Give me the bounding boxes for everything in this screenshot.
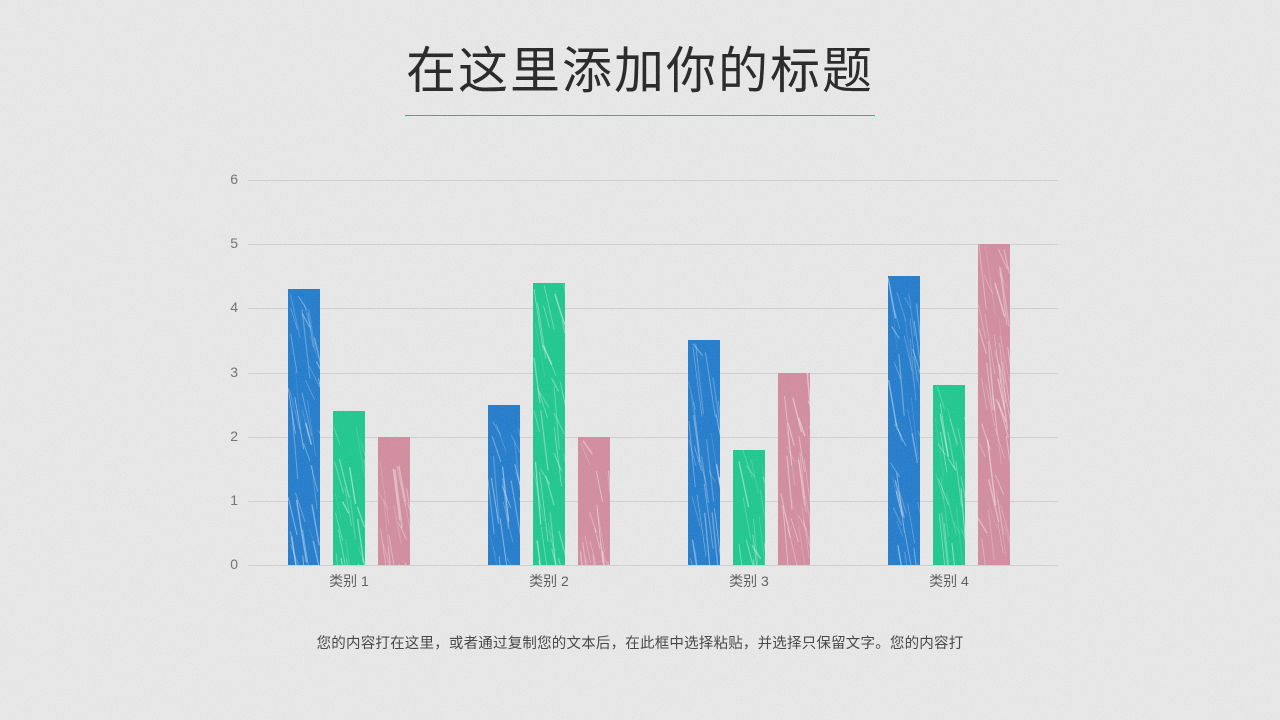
bar-2-series-2[interactable]	[533, 282, 565, 565]
bar-pencil-texture	[780, 372, 810, 565]
bar-pencil-texture	[934, 386, 965, 565]
bar-pencil-texture	[488, 421, 520, 565]
x-axis-category-label: 类别 1	[329, 573, 369, 589]
gridline	[248, 308, 1058, 310]
bar-pencil-texture	[888, 278, 920, 565]
gridline	[248, 372, 1058, 374]
x-axis-category-label: 类别 3	[729, 573, 769, 589]
bar-pencil-texture	[978, 244, 1010, 565]
bar-2-series-1[interactable]	[488, 404, 520, 565]
gridline	[248, 244, 1058, 246]
x-axis-category-label: 类别 2	[529, 573, 569, 589]
y-axis-tick-label: 1	[230, 491, 238, 508]
bar-pencil-texture	[288, 294, 320, 565]
bar-3-series-1[interactable]	[688, 340, 720, 565]
y-axis-tick-label: 0	[230, 556, 238, 572]
gridline	[248, 565, 1058, 566]
bar-1-series-1[interactable]	[288, 289, 320, 565]
bar-pencil-texture	[738, 449, 765, 565]
y-axis-tick-label: 5	[230, 235, 238, 252]
bar-pencil-texture	[579, 440, 610, 565]
y-axis-tick-label: 4	[230, 299, 238, 316]
y-axis-tick-label: 3	[230, 363, 238, 380]
bar-3-series-3[interactable]	[778, 372, 810, 565]
bar-pencil-texture	[533, 282, 565, 565]
y-axis-tick-label: 2	[230, 427, 238, 444]
bar-1-series-3[interactable]	[378, 436, 410, 565]
bar-4-series-2[interactable]	[933, 385, 965, 565]
bar-4-series-1[interactable]	[888, 276, 920, 565]
bar-1-series-2[interactable]	[333, 411, 365, 565]
bar-pencil-texture	[378, 460, 410, 565]
gridline	[248, 180, 1058, 181]
bar-3-series-2[interactable]	[733, 449, 765, 565]
caption-text: 您的内容打在这里，或者通过复制您的文本后，在此框中选择粘贴，并选择只保留文字。您…	[316, 636, 964, 652]
bar-pencil-texture	[333, 426, 365, 565]
bar-4-series-3[interactable]	[978, 244, 1010, 565]
bar-pencil-texture	[688, 343, 720, 565]
x-axis-category-label: 类别 4	[929, 573, 969, 589]
y-axis-tick-label: 6	[230, 171, 238, 187]
bar-2-series-3[interactable]	[578, 436, 610, 565]
